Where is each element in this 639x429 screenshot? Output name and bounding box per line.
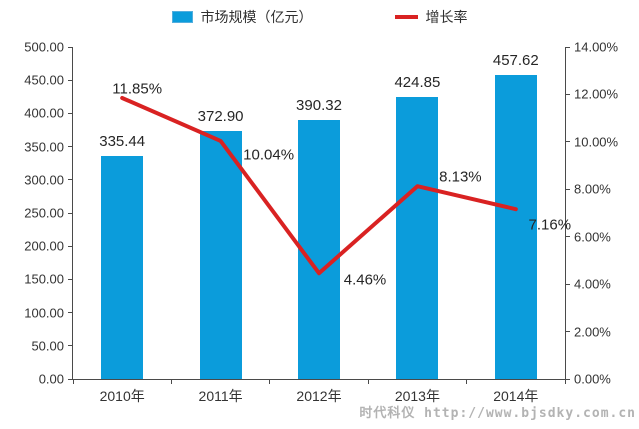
growth-rate-polyline [120, 95, 518, 276]
right-axis-tick [565, 283, 570, 285]
bar [199, 131, 242, 379]
y-axis-label: 250.00 [24, 205, 64, 221]
legend-label-growth-rate: 增长率 [425, 9, 468, 25]
line-point-label: 10.04% [243, 146, 295, 164]
right-axis-label: 2.00% [574, 324, 611, 340]
right-axis-label: 12.00% [574, 86, 619, 102]
y-axis-label: 200.00 [24, 238, 64, 254]
right-axis-tick [565, 188, 570, 190]
y-axis-label: 0.00 [38, 371, 64, 387]
x-axis-tick [564, 379, 566, 384]
y-axis-tick [68, 378, 73, 380]
y-axis-label: 300.00 [24, 172, 64, 188]
right-axis-label: 8.00% [574, 181, 611, 197]
x-axis-tick [170, 379, 172, 384]
legend-label-market-size: 市场规模（亿元） [200, 9, 313, 25]
right-axis-tick [565, 141, 570, 143]
line-point-label: 7.16% [528, 216, 572, 234]
x-axis-label: 2010年 [99, 388, 145, 404]
bar-value-label: 372.90 [197, 108, 244, 126]
x-axis-tick [269, 379, 271, 384]
watermark: 时代科仪 http://www.bjsdky.com.cn [359, 406, 636, 421]
right-axis-tick [565, 236, 570, 238]
bar-series-swatch-icon [171, 11, 193, 23]
right-axis-tick [565, 46, 570, 48]
y-axis-tick [68, 179, 73, 181]
y-axis-tick [68, 245, 73, 247]
y-axis-tick [68, 345, 73, 347]
x-axis-label: 2013年 [394, 388, 440, 404]
bar [396, 96, 439, 379]
y-axis-tick [68, 112, 73, 114]
y-axis-tick [68, 278, 73, 280]
right-axis-tick [565, 331, 570, 333]
right-axis-tick [565, 378, 570, 380]
right-axis-tick [565, 93, 570, 95]
y-axis-tick [68, 79, 73, 81]
y-axis-label: 500.00 [24, 39, 64, 55]
legend-item-market-size: 市场规模（亿元） [171, 7, 313, 27]
y-axis-tick [68, 146, 73, 148]
plot-area: 500.00 450.00 400.00 350.00 300.00 250.00 200.… [24, 40, 618, 405]
x-axis-label: 2014年 [493, 388, 539, 404]
y-axis-label: 350.00 [24, 139, 64, 155]
y-axis-label: 50.00 [31, 338, 64, 354]
bar-value-label: 390.32 [296, 96, 342, 114]
x-axis-tick [72, 379, 74, 384]
y-axis-label: 100.00 [24, 305, 64, 321]
y-axis-label: 150.00 [24, 271, 64, 287]
y-axis-label: 400.00 [24, 105, 64, 121]
line-point-label: 8.13% [439, 168, 482, 186]
line-point-label: 4.46% [343, 271, 387, 289]
legend-item-growth-rate: 增长率 [394, 7, 468, 27]
y-axis-tick [68, 46, 73, 48]
bar [101, 156, 144, 379]
right-axis-label: 10.00% [574, 134, 619, 150]
right-axis-label: 6.00% [574, 229, 611, 245]
right-axis-label: 14.00% [574, 39, 619, 55]
x-axis-label: 2011年 [198, 388, 243, 404]
bar [494, 75, 537, 379]
x-axis-tick [466, 379, 468, 384]
line-point-label: 11.85% [112, 80, 163, 98]
growth-rate-line [120, 95, 518, 276]
bar [298, 119, 340, 379]
y-axis-tick [68, 312, 73, 314]
y-axis-tick [68, 212, 73, 214]
line-series-dash-icon [394, 15, 418, 19]
y-axis-label: 450.00 [24, 72, 64, 88]
legend: 市场规模（亿元） 增长率 [0, 7, 639, 27]
right-axis-label: 0.00% [574, 371, 611, 387]
x-axis-tick [367, 379, 369, 384]
bar-value-label: 335.44 [99, 133, 146, 151]
bar-value-label: 424.85 [394, 73, 441, 91]
right-axis-label: 4.00% [574, 276, 611, 292]
bar-value-label: 457.62 [492, 52, 539, 70]
x-axis-label: 2012年 [296, 388, 342, 404]
